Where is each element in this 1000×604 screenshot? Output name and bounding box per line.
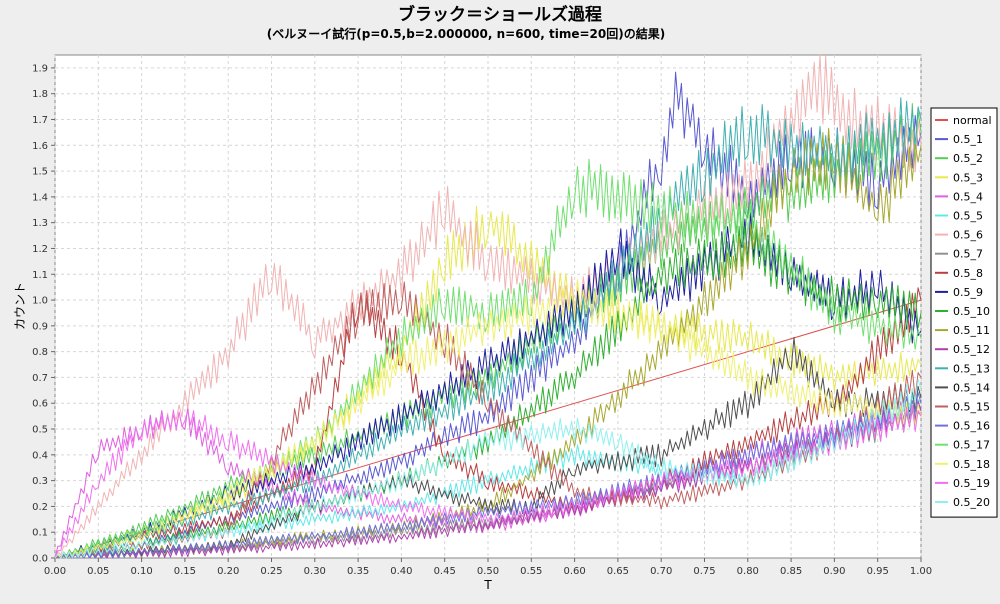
x-tick-label: 0.60 [563,566,585,577]
x-tick-label: 0.80 [737,566,759,577]
legend-label: 0.5_10 [953,305,990,318]
y-tick-label: 0.8 [32,347,48,358]
x-tick-label: 0.10 [130,566,152,577]
x-tick-label: 0.70 [650,566,672,577]
series-line-0.5_13 [54,97,922,559]
legend-box [930,107,998,518]
x-tick-label: 0.45 [434,566,456,577]
series-line-0.5_12 [54,400,922,559]
legend-label: 0.5_7 [953,248,983,261]
x-tick-label: 0.55 [520,566,542,577]
legend-label: 0.5_18 [953,458,990,471]
x-tick-label: 0.35 [347,566,369,577]
y-tick-label: 0.6 [32,399,48,410]
legend-label: 0.5_2 [953,152,983,165]
legend-label: 0.5_8 [953,267,983,280]
x-tick-label: 0.05 [87,566,109,577]
series-line-0.5_19 [54,404,922,559]
chart-title: ブラック＝ショールズ過程 [398,4,602,25]
series-line-0.5_8 [54,287,922,559]
x-tick-label: 0.25 [260,566,282,577]
legend-label: 0.5_3 [953,171,983,184]
y-tick-label: 0.7 [32,373,48,384]
legend-label: 0.5_20 [953,496,990,509]
series-line-0.5_5 [54,393,922,559]
y-tick-label: 1.8 [32,89,48,100]
legend-label: 0.5_1 [953,133,983,146]
grid-layer [54,55,922,558]
y-axis-label: カウント [13,282,27,330]
y-tick-label: 1.3 [32,218,48,229]
series-line-0.5_1 [54,71,922,559]
x-tick-label: 0.95 [867,566,889,577]
legend: normal 0.5_1 0.5_2 0.5_3 0.5_4 0.5_5 0.5_6 0.5_… [930,107,998,518]
legend-label: 0.5_13 [953,362,990,375]
y-tick-label: 1.5 [32,167,48,178]
x-tick-label: 0.15 [174,566,196,577]
legend-label: normal [953,114,992,127]
x-tick-label: 0.90 [823,566,845,577]
series-layer [54,54,922,559]
x-tick-label: 0.65 [607,566,629,577]
y-tick-label: 1.7 [32,115,48,126]
y-tick-label: 0.0 [32,554,48,565]
x-tick-label: 0.30 [304,566,326,577]
series-line-0.5_10 [54,225,922,559]
y-tick-label: 1.6 [32,141,48,152]
y-tick-label: 1.9 [32,63,48,74]
x-axis-label: T [483,578,492,592]
y-tick-label: 0.9 [32,321,48,332]
y-tick-label: 0.5 [32,425,48,436]
y-tick-label: 1.2 [32,244,48,255]
legend-label: 0.5_16 [953,420,990,433]
y-tick-label: 1.1 [32,270,48,281]
x-tick-label: 0.75 [693,566,715,577]
legend-label: 0.5_19 [953,477,990,490]
legend-label: 0.5_14 [953,381,990,394]
series-line-0.5_3 [54,205,922,559]
series-line-0.5_20 [54,378,922,559]
y-tick-label: 0.3 [32,476,48,487]
x-tick-label: 0.50 [477,566,499,577]
x-tick-label: 0.20 [217,566,239,577]
legend-label: 0.5_12 [953,343,990,356]
tick-layer: 0.00 0.05 0.10 0.15 0.20 0.25 0.30 0.35 0.40 0.45… [32,63,932,577]
x-tick-label: 0.00 [44,566,66,577]
legend-label: 0.5_11 [953,324,990,337]
legend-label: 0.5_9 [953,286,983,299]
x-tick-label: 0.85 [780,566,802,577]
y-tick-label: 0.1 [32,528,48,539]
x-tick-label: 0.40 [390,566,412,577]
legend-label: 0.5_15 [953,401,990,414]
series-line-0.5_6 [54,54,922,559]
legend-label: 0.5_5 [953,210,983,223]
y-tick-label: 0.4 [32,450,48,461]
series-line-0.5_18 [54,279,922,559]
legend-label: 0.5_6 [953,229,983,242]
legend-label: 0.5_4 [953,190,983,203]
y-tick-label: 0.2 [32,502,48,513]
series-line-0.5_16 [54,392,922,559]
x-tick-label: 1.00 [910,566,932,577]
y-tick-label: 1.4 [32,192,48,203]
y-tick-label: 1.0 [32,296,48,307]
chart-subtitle: (ベルヌーイ試行(p=0.5,b=2.000000, n=600, time=2… [267,26,665,41]
legend-label: 0.5_17 [953,439,990,452]
